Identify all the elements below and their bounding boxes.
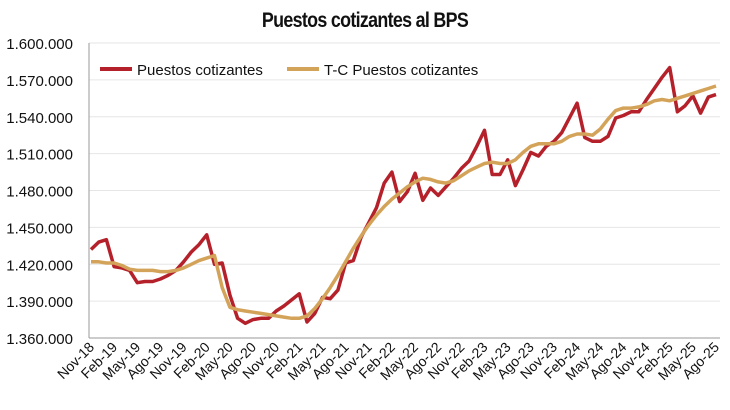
- y-tick-label: 1.540.000: [6, 110, 73, 127]
- y-tick-label: 1.510.000: [6, 147, 73, 164]
- chart-title: Puestos cotizantes al BPS: [261, 9, 469, 32]
- y-tick-label: 1.570.000: [6, 73, 73, 90]
- y-tick-label: 1.480.000: [6, 184, 73, 201]
- y-tick-label: 1.600.000: [6, 36, 73, 53]
- legend-label: T-C Puestos cotizantes: [324, 62, 478, 79]
- y-tick-label: 1.390.000: [6, 294, 73, 311]
- series-line-puestos: [89, 65, 717, 326]
- legend-label: Puestos cotizantes: [137, 62, 263, 79]
- y-tick-label: 1.420.000: [6, 257, 73, 274]
- y-tick-label: 1.450.000: [6, 220, 73, 237]
- series-line-trend: [91, 84, 717, 321]
- y-tick-label: 1.360.000: [6, 331, 73, 348]
